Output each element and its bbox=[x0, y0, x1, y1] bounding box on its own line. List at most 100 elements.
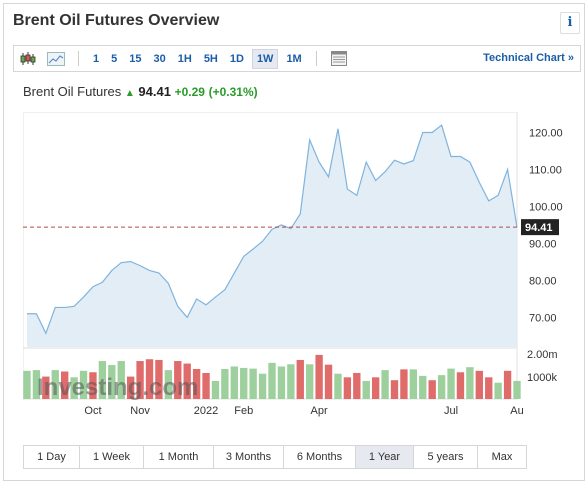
volume-bar bbox=[456, 372, 465, 399]
timeframe-3-months[interactable]: 3 Months bbox=[214, 446, 284, 468]
volume-bar bbox=[315, 354, 323, 399]
y-tick-label: 120.00 bbox=[529, 127, 563, 139]
volume-bar bbox=[296, 359, 304, 399]
volume-bar bbox=[268, 362, 276, 399]
volume-bar bbox=[211, 380, 220, 399]
volume-bar bbox=[98, 361, 107, 399]
volume-bar bbox=[381, 370, 389, 399]
volume-bar bbox=[362, 380, 370, 399]
x-tick-label: 2022 bbox=[194, 405, 218, 417]
info-button[interactable]: i bbox=[560, 12, 580, 34]
last-price-badge bbox=[521, 219, 559, 236]
volume-bar bbox=[192, 368, 201, 399]
x-tick-label: Apr bbox=[311, 405, 328, 417]
volume-bar bbox=[249, 368, 257, 399]
last-price-badge-label: 94.41 bbox=[525, 222, 553, 234]
volume-bar bbox=[51, 370, 59, 399]
volume-bar bbox=[324, 364, 333, 399]
volume-bar bbox=[202, 372, 210, 399]
price-change: +0.29 bbox=[174, 85, 205, 99]
watermark-logo: Investing.com bbox=[37, 374, 198, 401]
volume-bar bbox=[70, 377, 78, 399]
interval-30[interactable]: 30 bbox=[153, 52, 166, 65]
volume-bar bbox=[334, 373, 342, 399]
volume-bar bbox=[400, 369, 408, 399]
volume-bar bbox=[371, 377, 380, 399]
technical-chart-link[interactable]: Technical Chart » bbox=[483, 52, 574, 64]
timeframe-1-month[interactable]: 1 Month bbox=[144, 446, 214, 468]
volume-bar bbox=[503, 370, 512, 399]
timeframe-1-day[interactable]: 1 Day bbox=[24, 446, 80, 468]
y-tick-label: 90.00 bbox=[529, 238, 557, 250]
volume-bar bbox=[485, 377, 493, 399]
price-change-percent: (+0.31%) bbox=[208, 85, 258, 99]
timeframe-6-months[interactable]: 6 Months bbox=[284, 446, 356, 468]
volume-bar bbox=[494, 382, 502, 399]
volume-bar bbox=[42, 376, 50, 399]
volume-bar bbox=[343, 377, 352, 399]
toolbar-divider bbox=[315, 51, 317, 66]
volume-bar bbox=[61, 371, 69, 399]
x-tick-label: Au bbox=[510, 405, 523, 417]
volume-bar bbox=[89, 372, 97, 399]
volume-bar bbox=[437, 375, 446, 399]
price-area bbox=[27, 125, 517, 347]
interval-15[interactable]: 15 bbox=[129, 52, 142, 65]
timeframe-max[interactable]: Max bbox=[491, 451, 513, 463]
interval-1w[interactable]: 1W bbox=[251, 48, 279, 69]
volume-bar bbox=[353, 372, 361, 399]
volume-bar bbox=[145, 359, 154, 399]
table-view-icon[interactable] bbox=[325, 46, 353, 71]
volume-tick-label: 2.00m bbox=[527, 349, 558, 361]
volume-bar bbox=[240, 367, 248, 399]
x-tick-label: Feb bbox=[234, 405, 253, 417]
candlestick-icon[interactable] bbox=[14, 46, 42, 71]
timeframe-1-year[interactable]: 1 Year bbox=[356, 446, 414, 468]
price-chart[interactable]: 120.00 110.00 100.00 90.00 80.00 70.00 94.41 2.… bbox=[23, 112, 565, 417]
volume-tick-label: 1000k bbox=[527, 372, 557, 384]
interval-1h[interactable]: 1H bbox=[177, 52, 192, 65]
interval-1[interactable]: 1 bbox=[93, 52, 100, 65]
volume-bar bbox=[136, 361, 144, 399]
volume-bar bbox=[409, 369, 418, 399]
interval-1m[interactable]: 1M bbox=[286, 52, 302, 65]
volume-bar bbox=[258, 373, 267, 399]
widget-title: Brent Oil Futures Overview bbox=[13, 12, 220, 29]
interval-1d[interactable]: 1D bbox=[229, 52, 244, 65]
volume-bar bbox=[390, 380, 399, 399]
area-chart-icon[interactable] bbox=[42, 46, 70, 71]
y-tick-label: 100.00 bbox=[529, 201, 563, 213]
price-line bbox=[27, 124, 518, 335]
volume-bar bbox=[117, 361, 125, 399]
volume-bar bbox=[513, 380, 521, 399]
timeframe-selector: 1 Day 1 Week 1 Month 3 Months 6 Months 1 Year… bbox=[23, 445, 527, 469]
volume-bar bbox=[466, 367, 474, 399]
y-tick-label: 80.00 bbox=[529, 275, 557, 287]
volume-bar bbox=[287, 364, 295, 399]
volume-bar bbox=[183, 363, 191, 399]
volume-bar bbox=[306, 364, 314, 399]
volume-bar bbox=[126, 376, 135, 399]
volume-bar bbox=[475, 370, 483, 399]
volume-bar bbox=[23, 370, 31, 399]
arrow-up-icon: ▲ bbox=[124, 88, 135, 99]
x-tick-label: Jul bbox=[444, 405, 458, 417]
volume-bar bbox=[164, 370, 173, 399]
volume-bar bbox=[419, 375, 427, 399]
timeframe-5-years[interactable]: 5 years bbox=[414, 446, 478, 468]
chart-widget: Brent Oil Futures Overview i 1 5 15 30 1H 5H 1… bbox=[3, 3, 585, 481]
volume-bar bbox=[428, 380, 436, 399]
timeframe-1-week[interactable]: 1 Week bbox=[80, 446, 144, 468]
volume-bar bbox=[155, 359, 163, 399]
last-price: 94.41 bbox=[138, 84, 171, 99]
quote-line: Brent Oil Futures ▲ 94.41 +0.29 (+0.31%) bbox=[23, 84, 258, 99]
y-tick-label: 110.00 bbox=[529, 164, 562, 176]
volume-bar bbox=[79, 370, 88, 399]
volume-bar bbox=[174, 361, 182, 399]
volume-bar bbox=[221, 368, 229, 399]
interval-5h[interactable]: 5H bbox=[203, 52, 218, 65]
volume-bar bbox=[447, 368, 455, 399]
interval-5[interactable]: 5 bbox=[111, 52, 118, 65]
y-tick-label: 70.00 bbox=[529, 312, 557, 324]
volume-bar bbox=[32, 370, 41, 399]
